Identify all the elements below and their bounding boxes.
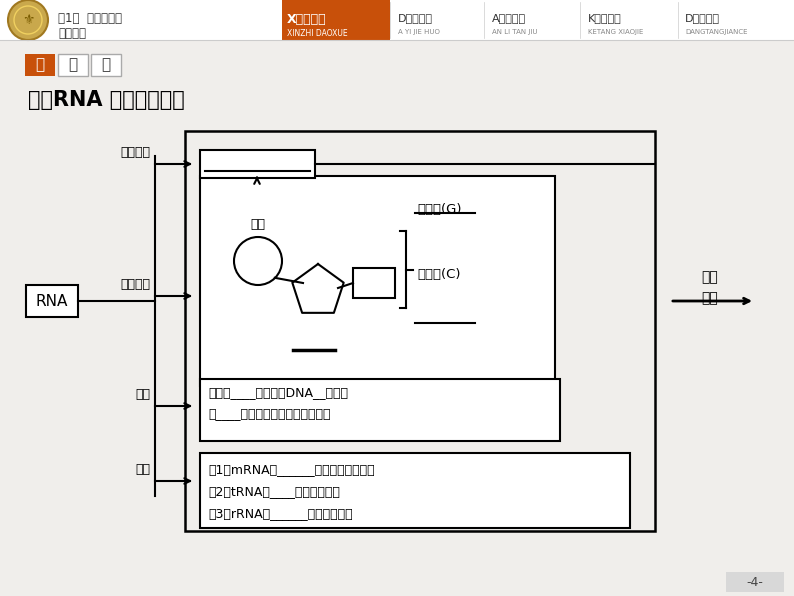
Text: 三: 三 — [102, 57, 110, 73]
Text: 二: 二 — [68, 57, 78, 73]
Text: A案例探究: A案例探究 — [492, 13, 526, 23]
Text: DANGTANGJIANCE: DANGTANGJIANCE — [685, 29, 747, 35]
Text: 结构: 结构 — [135, 388, 150, 401]
Bar — [58, 54, 88, 76]
Text: 一: 一 — [36, 57, 44, 73]
Text: AN LI TAN JIU: AN LI TAN JIU — [492, 29, 538, 35]
Bar — [353, 268, 395, 298]
Text: 种类: 种类 — [135, 463, 150, 476]
Text: -4-: -4- — [746, 576, 764, 588]
Text: （1）mRNA：______合成的直接模板。: （1）mRNA：______合成的直接模板。 — [208, 463, 375, 476]
Bar — [200, 150, 315, 178]
Text: XINZHI DAOXUE: XINZHI DAOXUE — [287, 29, 348, 38]
Circle shape — [8, 0, 48, 40]
Text: 鸟嘌呤(G): 鸟嘌呤(G) — [417, 203, 461, 216]
Text: A YI JIE HUO: A YI JIE HUO — [398, 29, 440, 35]
Circle shape — [234, 237, 282, 285]
Text: D当堂检测: D当堂检测 — [685, 13, 720, 23]
Text: （3）rRNA：______的组成成分。: （3）rRNA：______的组成成分。 — [208, 507, 353, 520]
Text: ⚜: ⚜ — [21, 13, 34, 27]
Bar — [200, 379, 560, 441]
Text: KETANG XIAOJIE: KETANG XIAOJIE — [588, 29, 643, 35]
Text: X新知导学: X新知导学 — [287, 13, 326, 26]
Bar — [200, 176, 555, 386]
Text: 思考
识图: 思考 识图 — [702, 271, 719, 305]
Text: 一、RNA 的组成及分类: 一、RNA 的组成及分类 — [28, 90, 185, 110]
Bar — [91, 54, 121, 76]
Text: D答疑解惑: D答疑解惑 — [398, 13, 433, 23]
Bar — [726, 572, 784, 592]
Text: （2）tRNA：____运载氨基酸。: （2）tRNA：____运载氨基酸。 — [208, 485, 340, 498]
Text: 胞嘧啶(C): 胞嘧啶(C) — [417, 269, 461, 281]
Text: 磷酸: 磷酸 — [250, 219, 265, 231]
Bar — [0, 0, 794, 40]
Bar — [26, 285, 78, 317]
Bar — [282, 0, 390, 40]
Bar — [185, 131, 655, 531]
Text: RNA: RNA — [36, 293, 68, 309]
Text: 基本单位: 基本单位 — [120, 146, 150, 159]
Bar — [25, 54, 55, 76]
Text: 第1节  基因指导蛋
质的合成: 第1节 基因指导蛋 质的合成 — [58, 12, 122, 40]
Text: 组成成分: 组成成分 — [120, 278, 150, 291]
Bar — [200, 453, 630, 528]
Text: 一般是____，而且比DNA__，能通
过____从细胞核转移到细胞质中。: 一般是____，而且比DNA__，能通 过____从细胞核转移到细胞质中。 — [208, 386, 348, 421]
Text: K课堂小结: K课堂小结 — [588, 13, 622, 23]
